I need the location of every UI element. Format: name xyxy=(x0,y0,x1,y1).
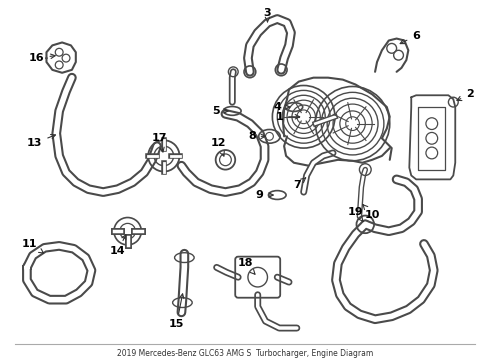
Text: 17: 17 xyxy=(152,133,168,152)
Text: 5: 5 xyxy=(212,106,228,116)
Text: 18: 18 xyxy=(237,258,255,274)
Text: 8: 8 xyxy=(248,131,266,141)
Text: 2: 2 xyxy=(457,89,474,100)
Text: 9: 9 xyxy=(256,190,273,200)
Text: 6: 6 xyxy=(400,31,420,44)
Text: 12: 12 xyxy=(211,138,226,156)
Text: 13: 13 xyxy=(27,135,55,148)
Text: 1: 1 xyxy=(275,112,300,122)
Text: 19: 19 xyxy=(348,207,363,222)
Text: 11: 11 xyxy=(22,239,44,253)
Text: 4: 4 xyxy=(273,102,290,112)
Text: 2019 Mercedes-Benz GLC63 AMG S  Turbocharger, Engine Diagram: 2019 Mercedes-Benz GLC63 AMG S Turbochar… xyxy=(117,348,373,357)
Text: 16: 16 xyxy=(29,53,55,63)
Text: 14: 14 xyxy=(110,235,126,256)
Text: 15: 15 xyxy=(169,294,184,329)
Text: 3: 3 xyxy=(264,8,271,22)
Text: 7: 7 xyxy=(293,178,306,190)
Text: 10: 10 xyxy=(363,204,380,220)
